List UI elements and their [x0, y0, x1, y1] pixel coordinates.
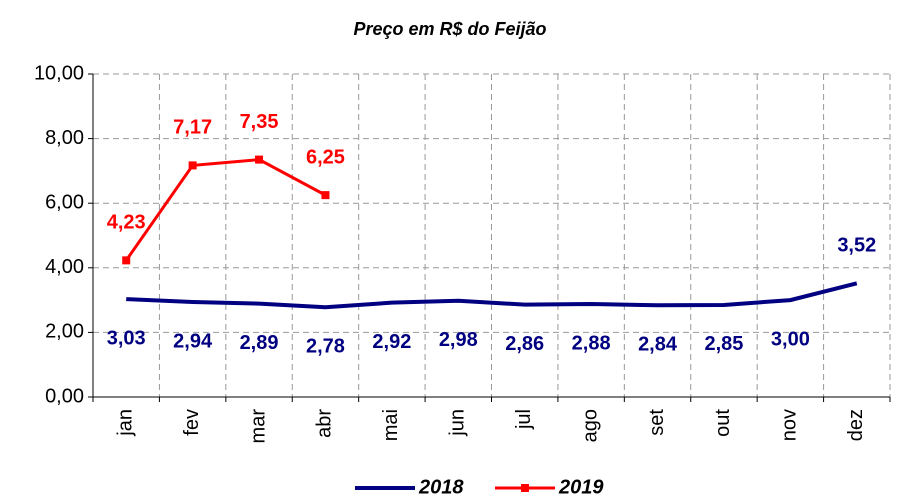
- data-label: 2,86: [505, 333, 544, 355]
- y-tick-label: 6,00: [45, 191, 84, 213]
- data-label: 6,25: [306, 146, 345, 168]
- data-label: 2,89: [240, 332, 279, 354]
- legend-label: 2018: [418, 476, 464, 498]
- legend-marker: [521, 484, 529, 492]
- x-tick-label: jul: [513, 409, 535, 430]
- x-tick-label: jun: [447, 409, 469, 437]
- marker: [255, 155, 264, 164]
- data-label: 2,92: [372, 331, 411, 353]
- data-label: 3,52: [837, 235, 876, 257]
- x-tick-label: ago: [579, 409, 601, 442]
- marker: [122, 256, 131, 265]
- x-tick-label: abr: [314, 409, 336, 438]
- y-tick-label: 2,00: [45, 321, 84, 343]
- y-tick-label: 10,00: [34, 62, 84, 84]
- data-label: 2,94: [173, 330, 213, 352]
- data-label: 7,17: [173, 117, 212, 139]
- series-line: [126, 281, 858, 310]
- x-tick-label: mai: [380, 409, 402, 441]
- data-label: 7,35: [240, 111, 279, 133]
- marker: [321, 191, 330, 200]
- x-tick-label: nov: [779, 409, 801, 441]
- x-tick-label: out: [712, 409, 734, 437]
- marker: [188, 161, 197, 170]
- x-tick-label: mar: [247, 409, 269, 444]
- data-label: 2,78: [306, 335, 345, 357]
- data-label: 4,23: [107, 212, 146, 234]
- chart-title: Preço em R$ do Feijão: [353, 19, 546, 39]
- data-label: 2,88: [572, 332, 611, 354]
- series-line: [124, 158, 327, 262]
- legend-label: 2019: [558, 476, 604, 498]
- x-tick-label: set: [646, 409, 668, 436]
- y-tick-label: 8,00: [45, 127, 84, 149]
- x-tick-label: fev: [181, 409, 203, 436]
- data-label: 2,84: [638, 334, 678, 356]
- x-tick-label: jan: [114, 409, 136, 437]
- x-tick-label: dez: [845, 409, 867, 441]
- data-label: 3,00: [771, 328, 810, 350]
- data-label: 2,85: [704, 333, 743, 355]
- data-label: 2,98: [439, 329, 478, 351]
- y-tick-label: 4,00: [45, 256, 84, 278]
- data-label: 3,03: [107, 327, 146, 349]
- y-tick-label: 0,00: [45, 385, 84, 407]
